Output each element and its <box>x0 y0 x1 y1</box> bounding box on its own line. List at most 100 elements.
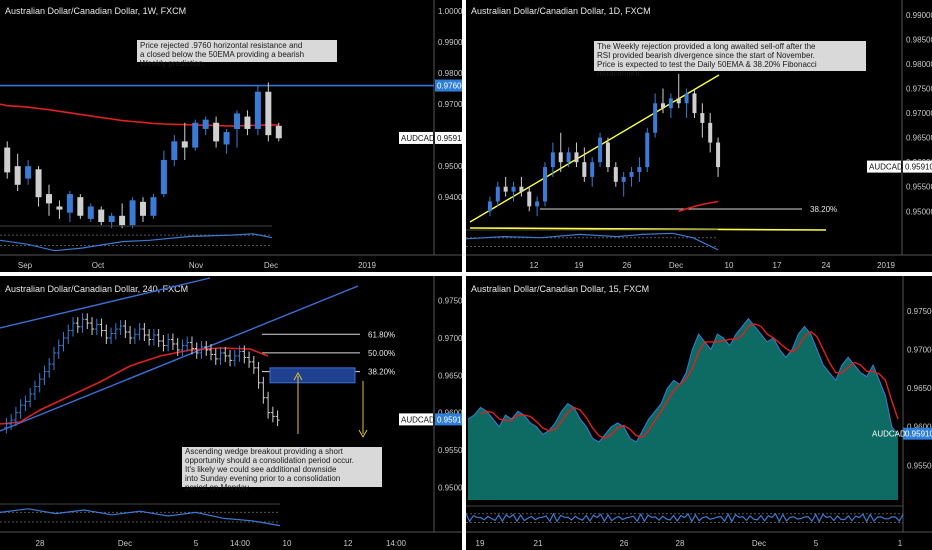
daily-chart: Australian Dollar/Canadian Dollar, 1D, F… <box>466 0 932 270</box>
candle <box>668 98 673 109</box>
x-tick-label: 5 <box>194 539 199 548</box>
candle <box>202 119 209 129</box>
x-tick-label: Dec <box>118 539 132 548</box>
price-tag <box>903 427 932 440</box>
candle <box>25 166 32 179</box>
trend-line-upper <box>469 74 720 223</box>
candle <box>129 200 136 226</box>
annotation-box <box>137 40 337 62</box>
annotation-text: Price is expected to test the Daily 50EM… <box>597 60 817 69</box>
candle <box>265 91 272 136</box>
annotation-box <box>594 41 866 71</box>
x-tick-label: 10 <box>283 539 292 548</box>
candle <box>566 152 571 163</box>
ema-50-line <box>480 323 899 440</box>
candle <box>535 201 540 207</box>
price-tag <box>435 79 462 92</box>
symbol-tag-label: AUDCAD <box>872 430 906 439</box>
candle <box>676 98 681 104</box>
x-tick-label: Dec <box>669 261 683 270</box>
candle <box>275 125 282 139</box>
candle <box>716 142 721 168</box>
candle <box>254 91 261 129</box>
price-line <box>467 317 899 443</box>
panel-daily: Australian Dollar/Canadian Dollar, 1D, F… <box>466 0 932 272</box>
price-tag-value: 0.95910 <box>905 430 932 439</box>
candle <box>684 93 689 104</box>
chart-title: Australian Dollar/Canadian Dollar, 240, … <box>5 284 188 294</box>
candle <box>598 137 603 163</box>
wedge-line-upper <box>0 277 211 329</box>
candle <box>4 147 11 173</box>
x-tick-label: 28 <box>676 539 685 548</box>
candle <box>692 93 697 114</box>
annotation-text: It's likely we could see additional down… <box>185 465 337 474</box>
candle <box>150 197 157 216</box>
wedge-line-lower <box>0 285 359 432</box>
chart-title: Australian Dollar/Canadian Dollar, 1D, F… <box>471 6 651 16</box>
fib-label: 50.00% <box>368 349 395 358</box>
candle <box>503 186 508 192</box>
price-tag-value: 0.95910 <box>905 163 932 172</box>
candle <box>181 141 188 148</box>
candle <box>527 191 532 207</box>
x-tick-label: Oct <box>92 261 105 270</box>
candle <box>574 152 579 163</box>
arrow-down-head <box>358 429 368 439</box>
annotation-box <box>182 447 382 487</box>
candle <box>77 197 84 216</box>
x-tick-label: 12 <box>344 539 353 548</box>
candle <box>171 141 178 160</box>
candle <box>621 176 626 182</box>
candle <box>645 132 650 168</box>
candle <box>582 162 587 177</box>
annotation-text: period on Monday. <box>185 483 251 492</box>
candle <box>511 186 516 192</box>
x-tick-label: 19 <box>476 539 485 548</box>
fib-label: 38.20% <box>810 205 837 214</box>
candle <box>160 159 167 195</box>
x-tick-label: 17 <box>773 261 782 270</box>
15min-chart: Australian Dollar/Canadian Dollar, 15, F… <box>466 276 932 548</box>
annotation-text: into Sunday evening prior to a consolida… <box>185 474 340 483</box>
x-tick-label: Sep <box>18 261 33 270</box>
price-tag <box>435 413 462 426</box>
candle <box>14 166 21 185</box>
x-tick-label: 2019 <box>877 261 895 270</box>
candle <box>234 113 240 129</box>
ema-50-line <box>0 103 279 127</box>
ema-50-line <box>678 200 719 213</box>
candle <box>98 209 105 222</box>
x-tick-label: 1 <box>898 539 903 548</box>
x-tick-label: 24 <box>822 261 831 270</box>
candle <box>66 194 73 213</box>
x-tick-label: 12 <box>530 261 539 270</box>
x-tick-label: 10 <box>725 261 734 270</box>
panel-weekly: Australian Dollar/Canadian Dollar, 1W, F… <box>0 0 462 272</box>
x-tick-label: 19 <box>575 261 584 270</box>
annotation-text: Ascending wedge breakout providing a sho… <box>185 447 344 456</box>
symbol-tag-label: AUDCAD <box>401 134 435 143</box>
candle <box>590 162 595 177</box>
symbol-tag-label: AUDCAD <box>401 415 435 424</box>
x-tick-label: 5 <box>814 539 819 548</box>
symbol-tag <box>399 131 433 144</box>
annotation-text: retracement. <box>597 69 642 78</box>
4hour-chart: Australian Dollar/Canadian Dollar, 240, … <box>0 276 462 548</box>
x-tick-label: Dec <box>264 261 278 270</box>
